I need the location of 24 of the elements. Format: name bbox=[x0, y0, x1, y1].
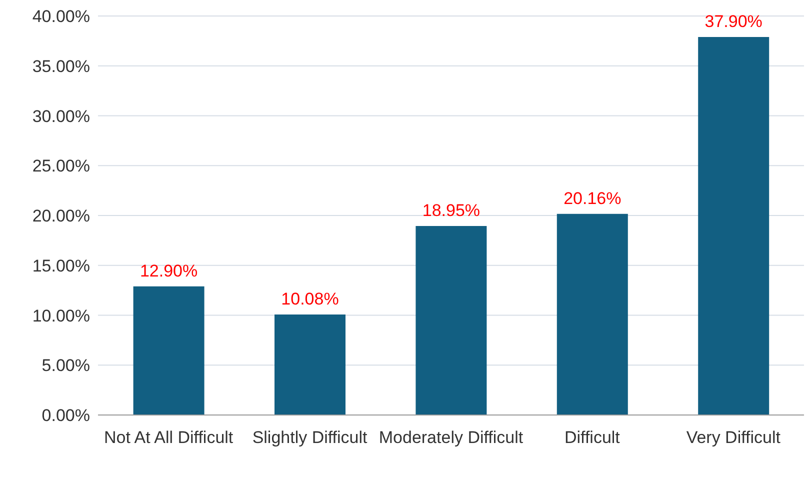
data-label: 37.90% bbox=[704, 12, 762, 31]
x-tick-label: Moderately Difficult bbox=[378, 428, 524, 448]
y-tick-label: 40.00% bbox=[32, 7, 90, 26]
bar bbox=[416, 226, 487, 415]
bar bbox=[133, 286, 204, 415]
y-tick-label: 25.00% bbox=[32, 156, 90, 176]
y-tick-label: 5.00% bbox=[42, 356, 90, 376]
data-label: 20.16% bbox=[564, 188, 622, 208]
x-tick-label: Very Difficult bbox=[686, 428, 781, 448]
y-tick-label: 10.00% bbox=[32, 306, 90, 326]
bar bbox=[698, 36, 770, 415]
data-label: 18.95% bbox=[422, 200, 480, 220]
x-tick-label: Slightly Difficult bbox=[252, 428, 368, 448]
bar bbox=[274, 314, 346, 415]
data-label: 12.90% bbox=[140, 261, 198, 280]
y-tick-label: 30.00% bbox=[32, 106, 90, 126]
y-tick-label: 0.00% bbox=[42, 406, 90, 426]
x-tick-label: Not At All Difficult bbox=[104, 428, 234, 448]
x-tick-label: Difficult bbox=[564, 428, 620, 448]
bar bbox=[556, 214, 628, 415]
data-label: 10.08% bbox=[281, 289, 339, 308]
y-tick-label: 35.00% bbox=[32, 56, 90, 76]
y-tick-label: 15.00% bbox=[32, 256, 90, 276]
y-tick-label: 20.00% bbox=[32, 206, 90, 226]
